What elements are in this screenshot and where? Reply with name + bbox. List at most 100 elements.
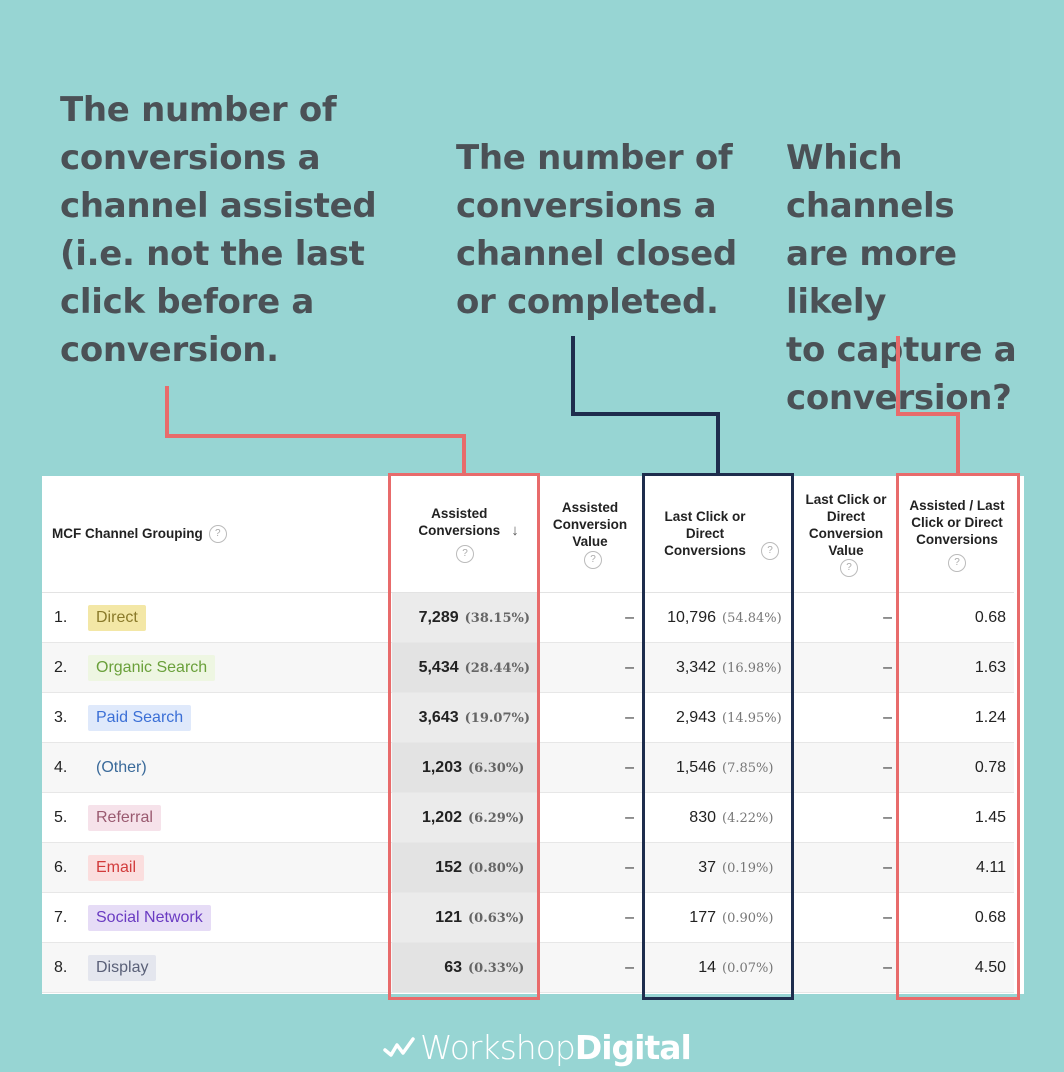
assisted-value-cell: – xyxy=(538,842,642,893)
workshop-digital-logo: Workshop Digital xyxy=(382,1024,702,1070)
help-icon[interactable]: ? xyxy=(948,553,966,572)
last-click-value: – xyxy=(883,858,892,876)
channel-link[interactable]: Display xyxy=(88,954,157,981)
last-click-value: – xyxy=(883,758,892,776)
last-click-value-cell: – xyxy=(792,842,900,893)
assisted-value-cell: – xyxy=(538,742,642,793)
last-click-conversions-percent: (0.90%) xyxy=(722,910,774,926)
channel-link[interactable]: Email xyxy=(88,854,145,881)
assisted-conversions-value: 63 xyxy=(444,958,462,976)
table-header-row: MCF Channel Grouping? Assisted Conversio… xyxy=(42,476,1014,593)
last-click-conversions-value: 3,342 xyxy=(675,658,716,676)
header-last-click-conversion-value[interactable]: Last Click or Direct Conversion Value? xyxy=(792,476,900,593)
last-click-value-cell: – xyxy=(792,942,900,993)
help-icon[interactable]: ? xyxy=(456,545,474,564)
highlight-frame-last-click xyxy=(642,473,794,1000)
row-rank: 6. xyxy=(54,858,68,876)
last-click-conversions-cell: 1,546 (7.85%) xyxy=(642,742,792,793)
channel-link[interactable]: Social Network xyxy=(88,904,211,931)
last-click-value-cell: – xyxy=(792,692,900,743)
ratio-value: 4.50 xyxy=(974,958,1006,976)
table-row: 3. Paid Search 3,643 (19.07%) – 2,943 (14.95%)… xyxy=(42,692,1014,743)
assisted-conversions-value: 152 xyxy=(435,858,462,876)
last-click-conversions-percent: (7.85%) xyxy=(722,760,774,776)
row-channel-cell: 1. Direct xyxy=(42,592,392,643)
assisted-value: – xyxy=(625,758,634,776)
table-row: 1. Direct 7,289 (38.15%) – 10,796 (54.84%) – 0.6… xyxy=(42,592,1014,643)
assisted-value-cell: – xyxy=(538,692,642,743)
assisted-conversions-cell: 63 (0.33%) xyxy=(392,942,538,993)
help-icon[interactable]: ? xyxy=(840,559,858,578)
last-click-value-cell: – xyxy=(792,892,900,943)
header-last-click-conversions[interactable]: Last Click or Direct Conversions? xyxy=(642,476,792,593)
assisted-conversions-value: 5,434 xyxy=(418,658,459,676)
last-click-value-cell: – xyxy=(792,642,900,693)
header-assisted-conversions[interactable]: Assisted Conversions ↓ ? xyxy=(392,476,538,593)
connector-assisted xyxy=(165,386,466,474)
ratio-value: 0.78 xyxy=(974,758,1006,776)
last-click-value-cell: – xyxy=(792,792,900,843)
last-click-conversions-percent: (0.07%) xyxy=(722,960,774,976)
assisted-conversions-percent: (19.07%) xyxy=(464,710,530,726)
last-click-value: – xyxy=(883,958,892,976)
assisted-value-cell: – xyxy=(538,942,642,993)
last-click-conversions-percent: (54.84%) xyxy=(722,610,782,626)
connector-last-click xyxy=(571,336,720,474)
sort-descending-icon[interactable]: ↓ xyxy=(511,522,519,540)
table-row: 8. Display 63 (0.33%) – 14 (0.07%) – 4.50 xyxy=(42,942,1014,993)
assisted-conversions-percent: (6.30%) xyxy=(468,760,525,776)
help-icon[interactable]: ? xyxy=(761,542,779,561)
last-click-value-cell: – xyxy=(792,742,900,793)
header-assisted-conversion-value[interactable]: Assisted Conversion Value? xyxy=(538,476,642,593)
channel-link[interactable]: Paid Search xyxy=(88,704,192,731)
row-rank: 3. xyxy=(54,708,68,726)
table-row: 7. Social Network 121 (0.63%) – 177 (0.90%) – 0.… xyxy=(42,892,1014,943)
row-rank: 2. xyxy=(54,658,68,676)
channel-link[interactable]: Organic Search xyxy=(88,654,216,681)
assisted-conversions-value: 1,202 xyxy=(421,808,462,826)
assisted-conversions-percent: (0.80%) xyxy=(468,860,525,876)
help-icon[interactable]: ? xyxy=(208,525,227,544)
channel-link[interactable]: (Other) xyxy=(96,758,147,776)
row-rank: 8. xyxy=(54,958,68,976)
table-row: 5. Referral 1,202 (6.29%) – 830 (4.22%) – 1.45 xyxy=(42,792,1014,843)
last-click-conversions-cell: 10,796 (54.84%) xyxy=(642,592,792,643)
header-last-click-label: Last Click or Direct Conversions xyxy=(664,508,746,558)
header-assisted-conversions-label: Assisted Conversions xyxy=(418,505,501,538)
last-click-conversions-percent: (4.22%) xyxy=(722,810,774,826)
assisted-conversions-cell: 3,643 (19.07%) xyxy=(392,692,538,743)
assisted-conversions-value: 121 xyxy=(435,908,462,926)
ratio-cell: 4.50 xyxy=(900,942,1014,993)
last-click-value: – xyxy=(883,608,892,626)
ratio-cell: 0.68 xyxy=(900,592,1014,643)
help-icon[interactable]: ? xyxy=(584,550,602,569)
channel-link[interactable]: Referral xyxy=(88,804,161,831)
last-click-conversions-percent: (16.98%) xyxy=(722,660,782,676)
header-ratio-label: Assisted / Last Click or Direct Conversi… xyxy=(909,497,1005,547)
highlight-frame-ratio xyxy=(896,473,1020,1000)
table-row: 6. Email 152 (0.80%) – 37 (0.19%) – 4.11 xyxy=(42,842,1014,893)
last-click-conversions-cell: 37 (0.19%) xyxy=(642,842,792,893)
assisted-value-cell: – xyxy=(538,892,642,943)
row-channel-cell: 4. (Other) xyxy=(42,742,392,793)
last-click-conversions-value: 830 xyxy=(689,808,716,826)
row-rank: 4. xyxy=(54,758,68,776)
ratio-value: 1.63 xyxy=(974,658,1006,676)
row-rank: 5. xyxy=(54,808,68,826)
last-click-conversions-value: 2,943 xyxy=(675,708,716,726)
header-channel-label: MCF Channel Grouping xyxy=(52,525,203,541)
assisted-conversions-cell: 1,202 (6.29%) xyxy=(392,792,538,843)
assisted-value-cell: – xyxy=(538,592,642,643)
last-click-conversions-value: 37 xyxy=(698,858,716,876)
last-click-conversions-value: 10,796 xyxy=(667,608,716,626)
ratio-cell: 4.11 xyxy=(900,842,1014,893)
mcf-channel-table: MCF Channel Grouping? Assisted Conversio… xyxy=(42,476,1014,993)
ratio-value: 1.45 xyxy=(974,808,1006,826)
ratio-value: 0.68 xyxy=(974,908,1006,926)
last-click-conversions-cell: 830 (4.22%) xyxy=(642,792,792,843)
last-click-conversions-cell: 3,342 (16.98%) xyxy=(642,642,792,693)
zigzag-check-icon xyxy=(383,1037,415,1057)
header-assisted-last-click-ratio[interactable]: Assisted / Last Click or Direct Conversi… xyxy=(900,476,1014,593)
last-click-conversions-percent: (0.19%) xyxy=(722,860,774,876)
channel-link[interactable]: Direct xyxy=(88,604,146,631)
